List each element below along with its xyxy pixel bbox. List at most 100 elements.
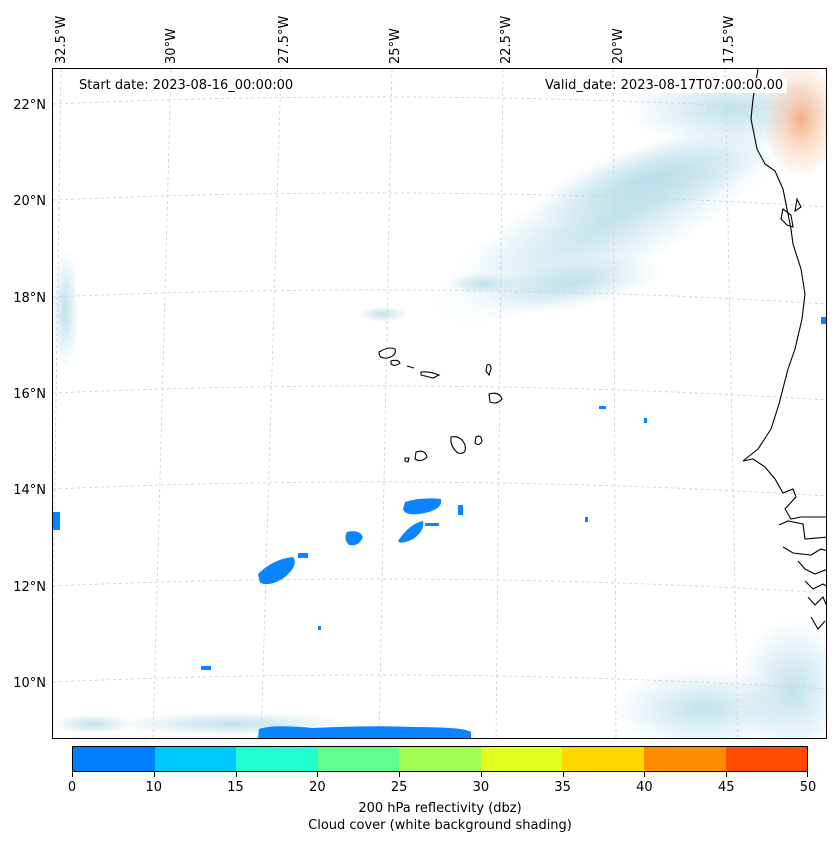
reflectivity-cell (258, 557, 295, 585)
graticule (53, 69, 826, 738)
colorbar-tick (480, 772, 482, 777)
colorbar-tick-label: 15 (227, 780, 244, 795)
colorbar-tick (317, 772, 319, 777)
parallel (53, 578, 826, 594)
valid-date-label: Valid_date: 2023-08-17T07:00:00.00 (541, 78, 788, 93)
reflectivity-colorbar (72, 746, 808, 772)
island-brava (404, 457, 410, 463)
map-panel[interactable]: Start date: 2023-08-16_00:00:00 Valid_da… (52, 68, 827, 739)
reflectivity-cell (345, 531, 363, 546)
reflectivity-cell (644, 418, 647, 423)
reflectivity-cell (458, 505, 463, 515)
cloud-cover (53, 69, 826, 738)
colorbar-segment (643, 747, 726, 771)
colorbar-segment (317, 747, 400, 771)
colorbar-tick-label: 50 (799, 780, 817, 795)
island-boa-vista (488, 392, 503, 404)
reflectivity-cell (298, 553, 308, 558)
coastline (378, 69, 826, 630)
african-coastline (804, 580, 826, 590)
parallel (53, 385, 826, 401)
colorbar-segment (73, 747, 155, 771)
meridian (612, 69, 617, 738)
colorbar-tick (153, 772, 155, 777)
african-coastline (742, 69, 826, 520)
island-sao-vicente (390, 359, 401, 366)
colorbar-tick (807, 772, 808, 777)
colorbar-tick-label: 40 (636, 780, 653, 795)
reflectivity-cell (398, 521, 424, 543)
colorbar-tick-label: 0 (67, 780, 77, 795)
colorbar-tick (644, 772, 646, 777)
reflectivity-cell (258, 726, 471, 738)
island-santiago (450, 436, 466, 454)
colorbar-tick (235, 772, 237, 777)
reflectivity-cell (318, 626, 321, 630)
island-fogo (414, 450, 428, 462)
cloud-patch (536, 133, 770, 225)
lon-label: 27.5°W (277, 15, 292, 64)
meridian (260, 69, 282, 738)
reflectivity-cell (821, 317, 826, 324)
colorbar-tick-label: 35 (554, 780, 571, 795)
lat-label: 10°N (13, 676, 46, 691)
colorbar-tick (562, 772, 564, 777)
colorbar-segment (480, 747, 563, 771)
colorbar-tick (399, 772, 401, 777)
lat-label: 14°N (13, 483, 46, 498)
coastal-island (780, 208, 794, 228)
map-canvas[interactable] (53, 69, 827, 739)
island-maio (474, 435, 483, 446)
lat-label: 12°N (13, 580, 46, 595)
cloud-patch (484, 254, 662, 314)
colorbar-tick (72, 772, 73, 777)
cloud-patch (448, 274, 518, 294)
island-santo-antao (378, 347, 396, 359)
african-coastline (778, 520, 826, 540)
cloud-patch (53, 249, 79, 369)
colorbar-tick-label: 10 (145, 780, 163, 795)
colorbar-tick-label: 25 (390, 780, 408, 795)
colorbar-tick-label: 20 (309, 780, 326, 795)
colorbar-segment (562, 747, 644, 771)
colorbar-label: 200 hPa reflectivity (dbz) (358, 801, 522, 816)
african-coastline (810, 616, 826, 630)
warm-patch (765, 69, 826, 174)
lon-label: 20°W (611, 28, 626, 64)
island-sal (485, 363, 492, 377)
reflectivity-cell (53, 512, 60, 530)
lon-label: 32.5°W (54, 15, 69, 64)
meridian (495, 69, 504, 738)
colorbar-segment (236, 747, 318, 771)
lon-label: 30°W (164, 28, 179, 64)
cloud-patch (358, 306, 408, 322)
reflectivity-cell (585, 517, 588, 522)
colorbar-tick-label: 45 (717, 780, 735, 795)
lat-label: 18°N (13, 291, 46, 306)
african-coastline (807, 596, 826, 606)
meridian (378, 69, 393, 738)
reflectivity-cell (425, 523, 439, 526)
lat-label: 22°N (13, 98, 46, 113)
lat-label: 20°N (13, 194, 46, 209)
reflectivity-cells (53, 317, 826, 738)
cloud-patch (613, 669, 793, 738)
reflectivity-cell (403, 498, 442, 515)
colorbar-tick-label: 30 (472, 780, 490, 795)
african-coastline (797, 560, 826, 575)
colorbar-sublabel: Cloud cover (white background shading) (308, 818, 572, 833)
colorbar-segment (154, 747, 237, 771)
lon-label: 17.5°W (722, 15, 737, 64)
colorbar-segment (725, 747, 808, 771)
cloud-patch (53, 714, 133, 734)
meridian (724, 69, 739, 738)
lon-label: 22.5°W (499, 15, 514, 64)
meridian (152, 69, 172, 738)
reflectivity-cell (201, 666, 211, 670)
island-santa-luzia (406, 365, 415, 369)
reflectivity-cell (599, 406, 606, 409)
start-date-label: Start date: 2023-08-16_00:00:00 (75, 78, 298, 93)
colorbar-segment (399, 747, 481, 771)
african-coastline (782, 546, 826, 556)
meridian (53, 69, 62, 633)
